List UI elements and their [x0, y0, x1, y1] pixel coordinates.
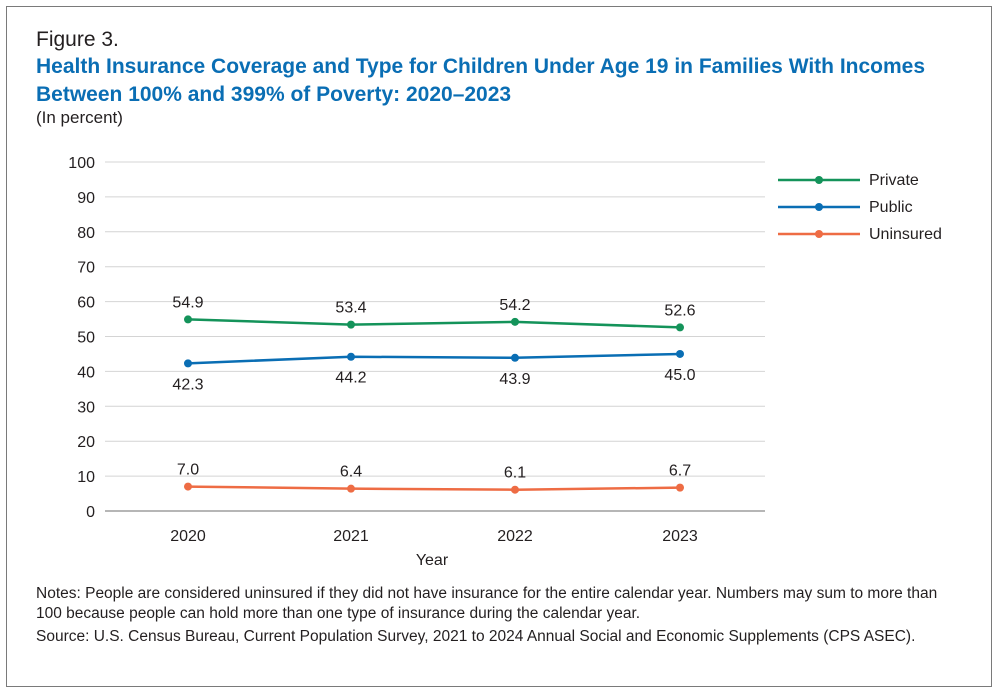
- data-point-public: [676, 349, 684, 358]
- data-point-private: [184, 315, 192, 324]
- figure-label: Figure 3.: [36, 28, 119, 51]
- data-label-public: 43.9: [499, 371, 530, 388]
- y-tick-label: 40: [77, 364, 95, 381]
- notes-text: Notes: People are considered uninsured i…: [36, 585, 938, 622]
- y-tick-label: 60: [77, 295, 95, 312]
- x-axis-label: Year: [416, 552, 449, 569]
- data-point-private: [347, 320, 355, 329]
- legend-marker-uninsured: [815, 230, 823, 238]
- legend-label-uninsured: Uninsured: [869, 226, 942, 243]
- y-tick-label: 80: [77, 225, 95, 242]
- series-group: 54.9 53.4 54.2 52.6 42.3 44.2 43.9 45.0 7.0 6.4 6.…: [172, 294, 696, 494]
- data-label-private: 53.4: [335, 300, 366, 317]
- gridlines: [105, 161, 765, 512]
- y-tick-label: 100: [68, 155, 95, 172]
- data-label-uninsured: 7.0: [177, 462, 199, 479]
- legend-label-public: Public: [869, 199, 913, 216]
- y-tick-label: 0: [86, 504, 95, 521]
- data-point-private: [511, 317, 519, 326]
- data-point-uninsured: [347, 484, 355, 493]
- legend-label-private: Private: [869, 172, 919, 189]
- y-axis-ticks: 0 10 20 30 40 50 60 70 80 90 100: [68, 155, 95, 521]
- x-tick-label: 2020: [170, 528, 206, 545]
- y-tick-label: 50: [77, 330, 95, 347]
- data-label-public: 44.2: [335, 370, 366, 387]
- data-label-uninsured: 6.7: [669, 463, 691, 480]
- data-point-uninsured: [184, 482, 192, 491]
- data-label-public: 45.0: [664, 367, 695, 384]
- series-line-public: [187, 352, 681, 365]
- figure-frame: [6, 6, 992, 687]
- data-label-uninsured: 6.1: [504, 465, 526, 482]
- data-label-uninsured: 6.4: [340, 464, 362, 481]
- data-point-uninsured: [676, 483, 684, 492]
- data-label-private: 54.2: [499, 297, 530, 314]
- data-label-public: 42.3: [172, 376, 203, 393]
- y-tick-label: 90: [77, 190, 95, 207]
- legend: Private Public Uninsured: [778, 172, 942, 243]
- data-point-public: [347, 352, 355, 361]
- chart-subtitle: (In percent): [36, 108, 123, 127]
- series-line-private: [187, 318, 681, 329]
- y-tick-label: 10: [77, 469, 95, 486]
- chart-title: Health Insurance Coverage and Type for C…: [36, 55, 926, 106]
- data-point-public: [511, 353, 519, 362]
- series-line-uninsured: [187, 485, 681, 491]
- source-text: Source: U.S. Census Bureau, Current Popu…: [36, 628, 916, 645]
- legend-marker-private: [815, 176, 823, 184]
- x-tick-label: 2022: [497, 528, 533, 545]
- data-point-uninsured: [511, 485, 519, 494]
- legend-marker-public: [815, 203, 823, 211]
- data-point-private: [676, 323, 684, 332]
- data-point-public: [184, 359, 192, 368]
- x-tick-label: 2023: [662, 528, 698, 545]
- x-tick-label: 2021: [333, 528, 369, 545]
- y-tick-label: 70: [77, 260, 95, 277]
- data-label-private: 54.9: [172, 294, 203, 311]
- x-axis-ticks: 2020 2021 2022 2023: [170, 528, 698, 545]
- data-label-private: 52.6: [664, 302, 695, 319]
- y-tick-label: 20: [77, 434, 95, 451]
- y-tick-label: 30: [77, 399, 95, 416]
